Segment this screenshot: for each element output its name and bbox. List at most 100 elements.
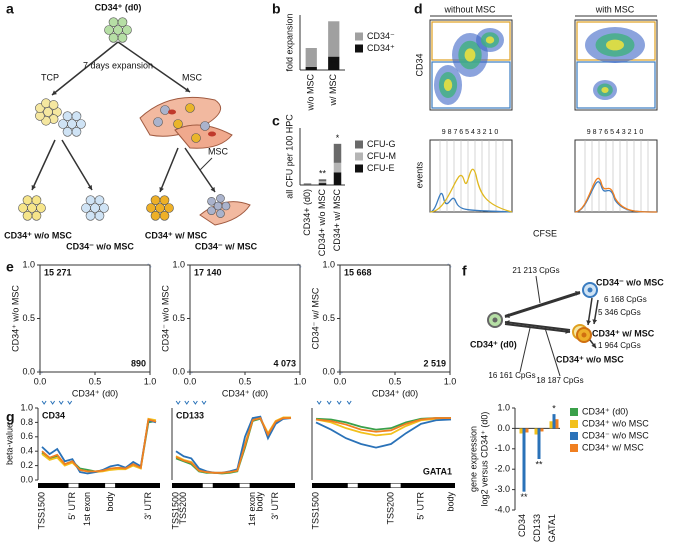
cell [160,105,170,115]
pointer [535,275,541,304]
outcome-label: CD34⁺ w/o MSC [4,230,72,240]
stroma-label: MSC [208,146,229,156]
bar [328,21,340,57]
cell [18,203,28,213]
series-line [175,415,292,474]
y-tick-label: -2.0 [494,464,510,474]
legend-swatch [355,140,363,149]
x-tick-label: 3' UTR [270,492,280,520]
cell [150,195,161,206]
series-line [315,418,452,449]
cell [150,210,161,221]
x-axis-label: CFSE [533,228,557,238]
cell [27,203,37,213]
cell [104,25,114,35]
x-tick-label: 1.0 [144,376,157,386]
edge-label: 1 964 CpGs [598,341,641,350]
arrow [504,292,581,318]
node-label: CD34⁻ w/o MSC [596,277,664,287]
marker [184,400,190,405]
annotation: 15 668 [344,267,372,277]
legend-label: CD34⁺ w/o MSC [582,418,649,428]
y-axis-label: log2 versus CD34⁺ (d0) [479,412,489,507]
annotation: ** [520,492,528,502]
series-line [175,417,291,474]
node-core [492,317,498,323]
marker [326,400,332,405]
series-line [41,419,157,475]
y-axis-label: CD34⁻ w/ MSC [310,287,320,349]
legend-swatch [355,152,363,161]
x-tick-label: 1st exon [247,492,257,526]
cell [85,210,96,221]
bar [522,428,526,492]
cell [117,32,128,43]
series-line [41,417,157,473]
x-tick-label: body [445,492,455,512]
y-axis-label: events [414,161,424,188]
x-tick-label: 1.0 [444,376,457,386]
x-tick-label: CD34 [517,514,527,537]
arrow-head [591,343,596,348]
bar [540,428,544,432]
bar [303,183,312,185]
cell [153,117,163,127]
gene-track [312,483,455,488]
bar [305,66,317,70]
legend-swatch [570,432,578,440]
x-tick-label: TSS200 [385,492,395,525]
chart-title: GATA1 [423,466,452,476]
marker [41,400,47,405]
condition-label: TCP [41,72,59,82]
bar [305,48,317,67]
legend-swatch [570,408,578,416]
legend-swatch [355,164,363,173]
cell [155,203,165,213]
arrow-head [52,90,57,95]
plot-frame [39,264,151,373]
density [485,36,495,44]
density [601,87,609,93]
x-tick-label: 5' UTR [415,492,425,520]
column-title: without MSC [443,4,496,14]
chart-title: CD34 [42,410,65,420]
y-tick-label: 0.4 [20,446,33,456]
y-axis-label: beta-value [4,423,14,465]
marker [192,400,198,405]
series-line [41,418,157,473]
x-tick-label: 3' UTR [143,492,153,520]
cell [67,119,77,129]
cell [71,126,82,137]
y-tick-label: 1.0 [172,259,185,269]
cell [185,103,195,113]
x-tick-label: 1.0 [294,376,307,386]
x-tick-label: TSS1500 [310,492,320,530]
x-axis-label: CD34⁺ (d0) [72,388,118,398]
arrow-head [185,87,190,92]
source-label: CD34⁺ (d0) [95,2,142,12]
x-tick-label: 0.5 [89,376,102,386]
outcome-label: CD34⁺ w/ MSC [145,230,208,240]
cell [36,203,46,213]
y-axis-label: all CFU per 100 HPC [284,114,294,199]
edge-label: 5 346 CpGs [598,308,641,317]
nucleus [168,109,176,115]
arrow [117,41,191,93]
legend-swatch [570,444,578,452]
density [443,79,453,91]
edge-label: 18 187 CpGs [536,376,583,385]
cell [113,25,123,35]
y-tick-label: -1.0 [494,443,510,453]
x-tick-label: w/ MSC [328,73,338,106]
y-axis-label: CD34⁺ w/o MSC [10,285,20,352]
node-label: CD34⁺ w/ MSC [592,328,655,338]
outcome-label: CD34⁻ w/ MSC [195,241,258,251]
annotation: * [552,403,556,413]
panel-label: f [462,263,467,279]
cell [90,203,100,213]
legend-swatch [355,32,363,41]
x-tick-label: body [255,492,265,512]
annotation: ** [330,59,338,69]
cell [200,121,210,131]
gene-gap [239,483,250,488]
